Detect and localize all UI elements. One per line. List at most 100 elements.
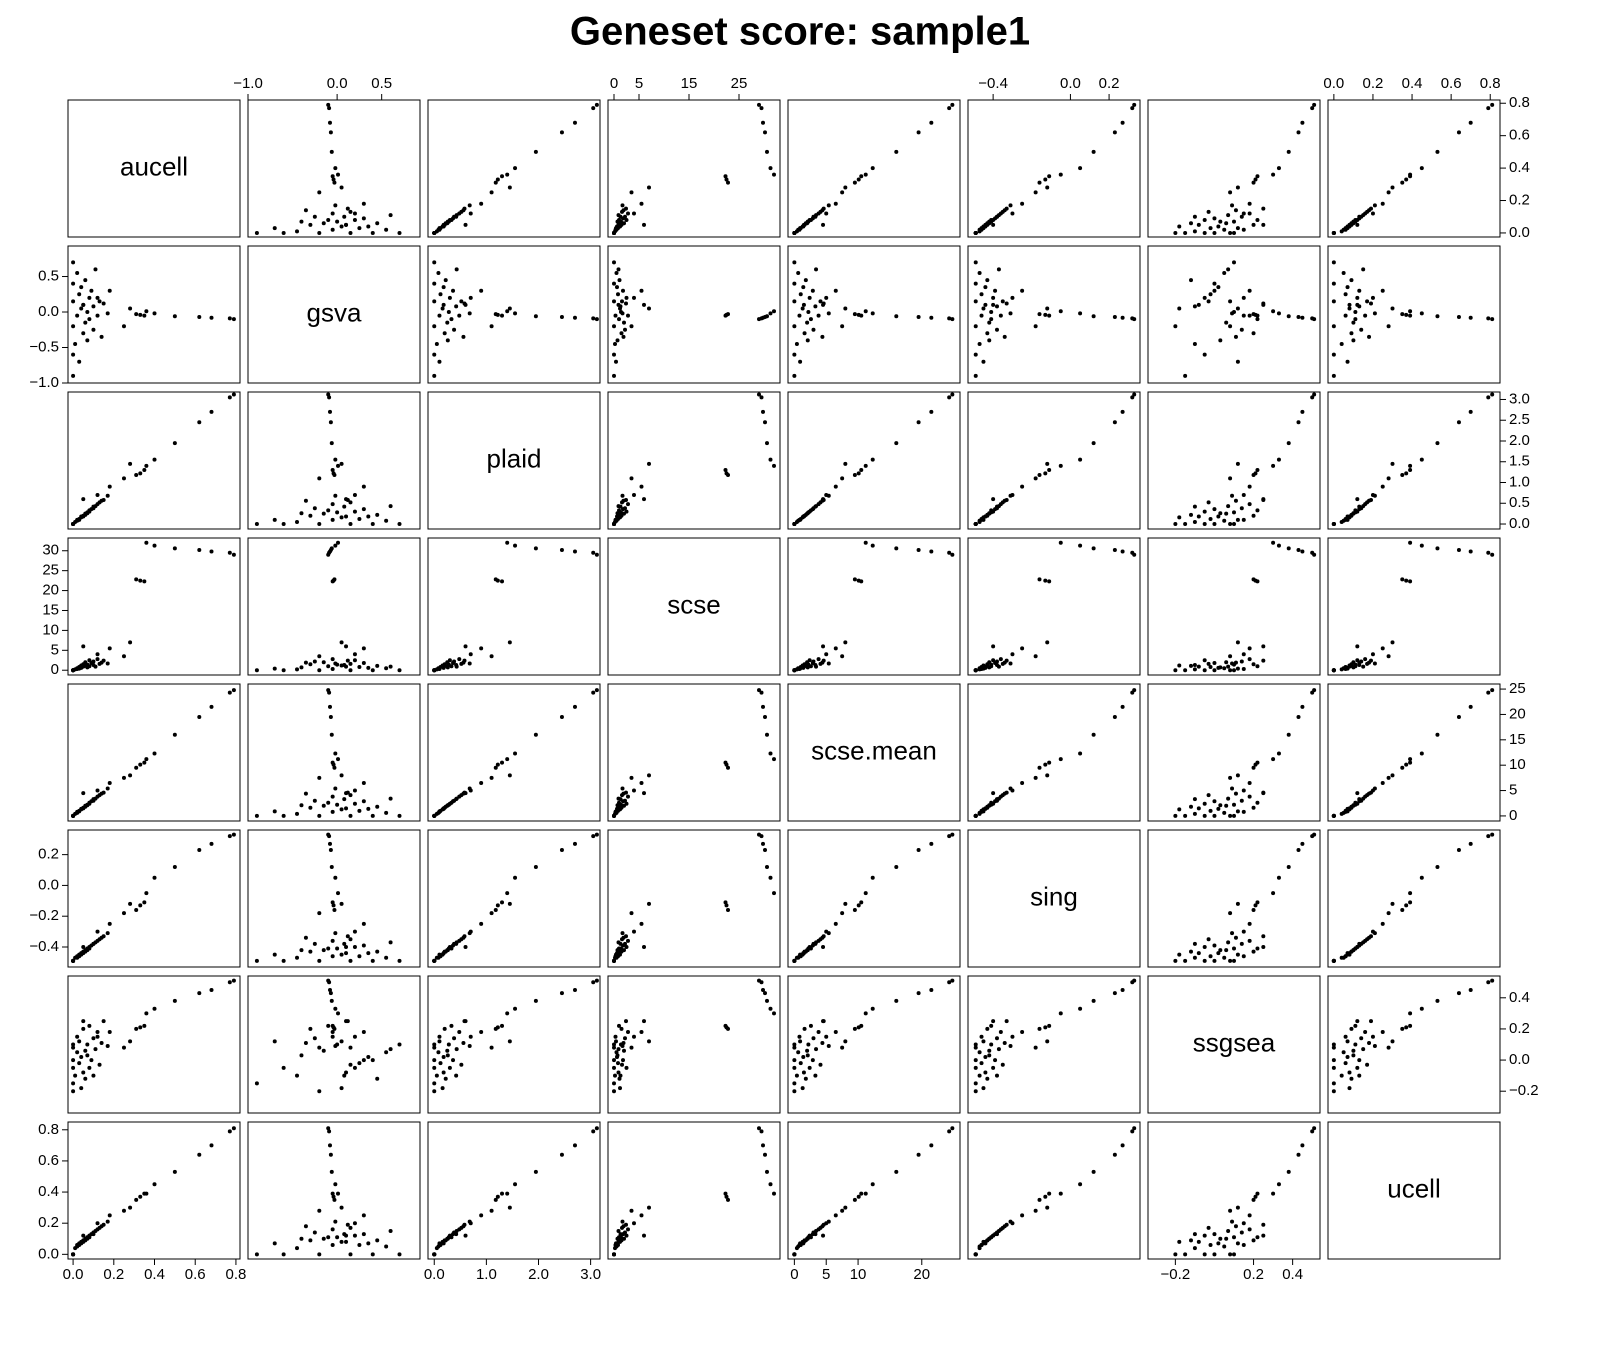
point <box>1233 334 1238 339</box>
point <box>1339 1073 1344 1078</box>
panel-frame <box>967 1121 1141 1260</box>
y-tick-label: 0.6 <box>38 1152 59 1169</box>
point <box>991 497 996 502</box>
point <box>1353 800 1358 805</box>
point <box>863 1191 868 1196</box>
point <box>821 944 826 949</box>
point <box>352 1034 357 1039</box>
point <box>1331 299 1336 304</box>
point <box>620 493 625 498</box>
x-tick-label: 1.0 <box>476 1266 497 1283</box>
point <box>977 341 982 346</box>
point <box>792 281 797 286</box>
point <box>1370 1034 1375 1039</box>
point <box>361 661 366 666</box>
point <box>507 1039 512 1044</box>
point <box>1208 517 1213 522</box>
point <box>1192 229 1197 234</box>
point <box>384 1050 389 1055</box>
point <box>1251 805 1256 810</box>
point <box>620 931 625 936</box>
point <box>840 476 845 481</box>
point <box>1202 295 1207 300</box>
point <box>1058 1011 1063 1016</box>
point <box>93 664 98 669</box>
point <box>209 841 214 846</box>
point <box>987 320 992 325</box>
point <box>1300 549 1305 554</box>
point <box>1355 658 1360 663</box>
point <box>95 492 100 497</box>
point <box>979 292 984 297</box>
point <box>642 497 646 502</box>
point <box>1230 493 1235 498</box>
point <box>361 507 366 512</box>
point <box>75 313 80 318</box>
point <box>330 579 335 584</box>
point <box>1343 1034 1348 1039</box>
point <box>1212 1232 1217 1237</box>
point <box>726 473 730 478</box>
point <box>1357 504 1362 509</box>
point <box>616 267 621 272</box>
point <box>726 765 730 770</box>
point <box>626 1227 630 1232</box>
point <box>330 760 335 765</box>
point <box>1189 278 1193 283</box>
point <box>197 991 202 996</box>
point <box>1408 579 1413 584</box>
panel-frame <box>1147 245 1321 384</box>
point <box>327 988 332 993</box>
point <box>894 998 899 1003</box>
point <box>1372 1044 1377 1049</box>
point <box>121 1045 126 1050</box>
point <box>612 1042 616 1047</box>
point <box>1251 312 1256 317</box>
point <box>128 1039 133 1044</box>
point <box>572 315 577 320</box>
point <box>142 900 147 905</box>
point <box>1251 908 1256 913</box>
point <box>336 891 341 896</box>
point <box>500 1191 505 1196</box>
point <box>991 302 996 307</box>
point <box>87 658 92 663</box>
point <box>859 468 864 473</box>
point <box>91 659 96 664</box>
point <box>1206 1225 1211 1230</box>
x-tick-label: 0.8 <box>225 1266 246 1283</box>
point <box>1177 224 1182 229</box>
point <box>1232 958 1236 963</box>
point <box>142 468 147 473</box>
point <box>330 1023 335 1028</box>
point <box>1357 1058 1362 1063</box>
point <box>1276 751 1281 756</box>
point <box>317 911 322 916</box>
point <box>572 549 577 554</box>
point <box>639 1030 644 1035</box>
point <box>1408 760 1413 765</box>
point <box>330 174 335 179</box>
point <box>759 690 764 695</box>
point <box>348 958 353 963</box>
panel-frame <box>787 1121 961 1260</box>
point <box>1255 217 1260 222</box>
point <box>388 1228 393 1233</box>
point <box>1208 808 1213 813</box>
point <box>1241 809 1246 814</box>
point <box>361 1030 366 1035</box>
point <box>489 1208 494 1213</box>
point <box>1235 185 1240 190</box>
point <box>1347 1086 1352 1091</box>
point <box>620 786 625 791</box>
point <box>991 222 996 227</box>
point <box>333 1044 338 1049</box>
point <box>1208 954 1213 959</box>
point <box>1020 1030 1025 1035</box>
point <box>805 1048 810 1053</box>
point <box>772 172 776 177</box>
point <box>87 664 92 669</box>
point <box>227 395 232 400</box>
point <box>462 790 467 795</box>
point <box>1296 420 1301 425</box>
